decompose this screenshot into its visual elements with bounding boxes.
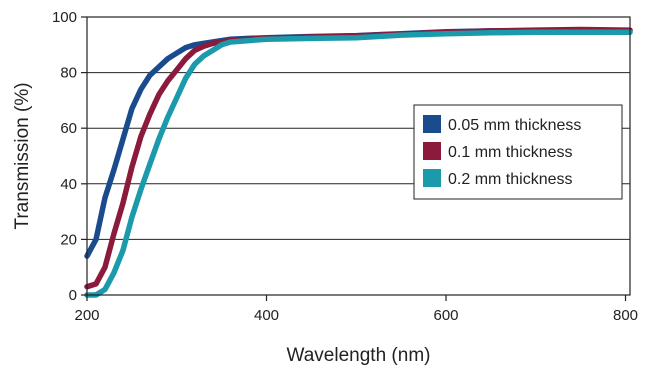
- axis-ticks: 0 20 40 60 80 100 200 400 600 800: [52, 9, 638, 324]
- y-tick-label-20: 20: [60, 231, 77, 248]
- y-axis-label: Transmission (%): [12, 82, 33, 229]
- legend-swatch-0-2mm: [423, 169, 441, 187]
- legend-label-0-05mm: 0.05 mm thickness: [448, 117, 581, 134]
- legend-label-0-2mm: 0.2 mm thickness: [448, 171, 572, 188]
- x-axis-label: Wavelength (nm): [287, 345, 431, 366]
- y-tick-label-60: 60: [60, 120, 77, 137]
- x-tick-label-200: 200: [74, 307, 99, 324]
- legend-swatch-0-1mm: [423, 142, 441, 160]
- y-tick-label-100: 100: [52, 9, 77, 26]
- x-tick-label-600: 600: [433, 307, 458, 324]
- legend-label-0-1mm: 0.1 mm thickness: [448, 144, 572, 161]
- legend: 0.05 mm thickness 0.1 mm thickness 0.2 m…: [413, 104, 623, 200]
- y-tick-label-40: 40: [60, 176, 77, 193]
- series-line-2: [84, 29, 633, 298]
- x-tick-label-400: 400: [254, 307, 279, 324]
- legend-swatch-0-05mm: [423, 115, 441, 133]
- legend-box: [413, 104, 623, 200]
- x-tick-label-800: 800: [613, 307, 638, 324]
- series-lines: [84, 26, 633, 298]
- plot-frame: [86, 16, 631, 296]
- y-tick-label-80: 80: [60, 65, 77, 82]
- y-tick-label-0: 0: [69, 287, 77, 304]
